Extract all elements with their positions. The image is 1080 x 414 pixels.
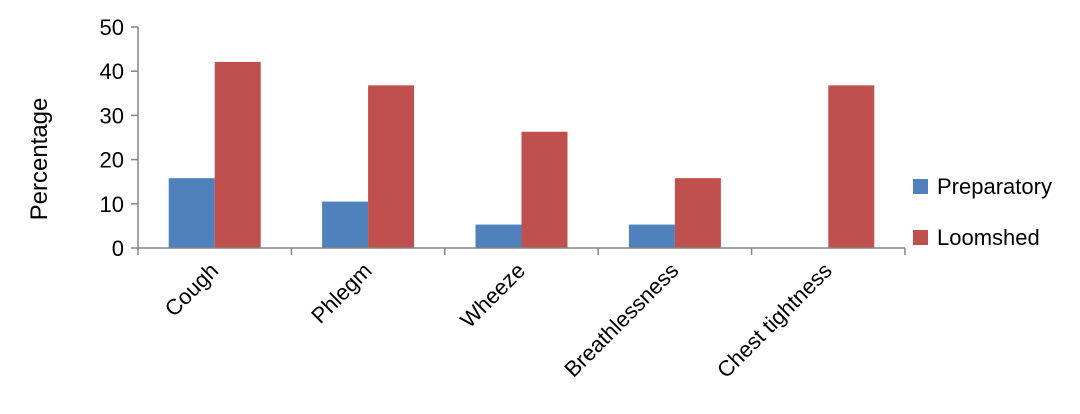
bar-loomshed-breathlessness — [674, 178, 721, 248]
legend: Preparatory Loomshed — [913, 174, 1052, 250]
y-axis-title: Percentage — [26, 98, 53, 221]
legend-label-loomshed: Loomshed — [937, 225, 1040, 250]
x-category-label: Breathlessness — [559, 258, 683, 382]
x-category-label: Cough — [160, 258, 224, 322]
y-tick-label: 30 — [100, 103, 124, 128]
y-tick-label: 10 — [100, 192, 124, 217]
bar-preparatory-cough — [168, 178, 215, 248]
y-tick-label: 0 — [112, 236, 124, 261]
bar-loomshed-wheeze — [521, 131, 568, 248]
legend-label-preparatory: Preparatory — [937, 174, 1052, 199]
y-tick-label: 40 — [100, 59, 124, 84]
bar-preparatory-phlegm — [322, 201, 369, 248]
legend-swatch-preparatory — [913, 179, 928, 194]
axes-layer — [131, 26, 906, 255]
bar-loomshed-chest-tightness — [828, 85, 875, 249]
y-tick-label: 50 — [100, 15, 124, 40]
legend-swatch-loomshed — [913, 230, 928, 245]
bar-preparatory-breathlessness — [628, 224, 675, 248]
x-category-label: Chest tightness — [712, 258, 837, 383]
bar-loomshed-phlegm — [368, 85, 415, 249]
bars-layer — [168, 61, 875, 249]
x-category-label: Phlegm — [306, 258, 376, 328]
y-tick-label: 20 — [100, 148, 124, 173]
bar-loomshed-cough — [214, 61, 261, 248]
x-category-label: Wheeze — [455, 258, 530, 333]
bar-preparatory-wheeze — [475, 224, 522, 248]
